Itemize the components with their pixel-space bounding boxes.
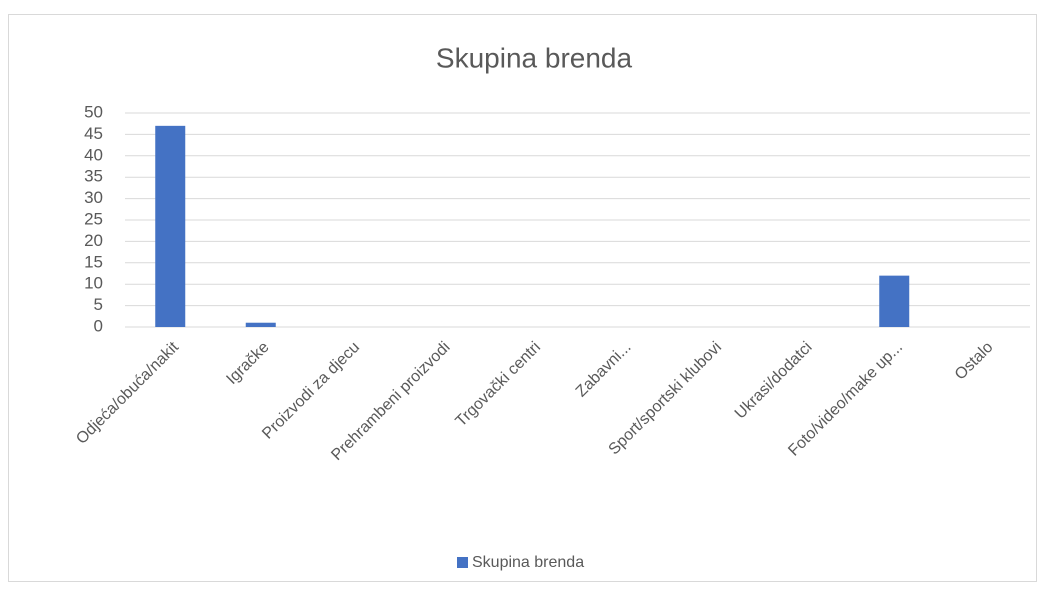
y-tick-label: 35 [84, 167, 103, 186]
chart-title: Skupina brenda [436, 42, 633, 73]
bar [245, 322, 276, 327]
y-tick-label: 40 [84, 145, 103, 164]
bar [155, 125, 186, 327]
y-tick-label: 50 [84, 102, 103, 121]
bar [879, 275, 910, 327]
y-tick-label: 25 [84, 209, 103, 228]
y-tick-label: 15 [84, 252, 103, 271]
legend-label: Skupina brenda [472, 554, 584, 571]
y-tick-label: 20 [84, 231, 103, 250]
y-tick-label: 5 [94, 295, 103, 314]
y-tick-label: 45 [84, 124, 103, 143]
y-tick-label: 0 [94, 316, 103, 335]
y-tick-label: 10 [84, 274, 103, 293]
y-tick-label: 30 [84, 188, 103, 207]
legend-swatch [457, 557, 468, 568]
